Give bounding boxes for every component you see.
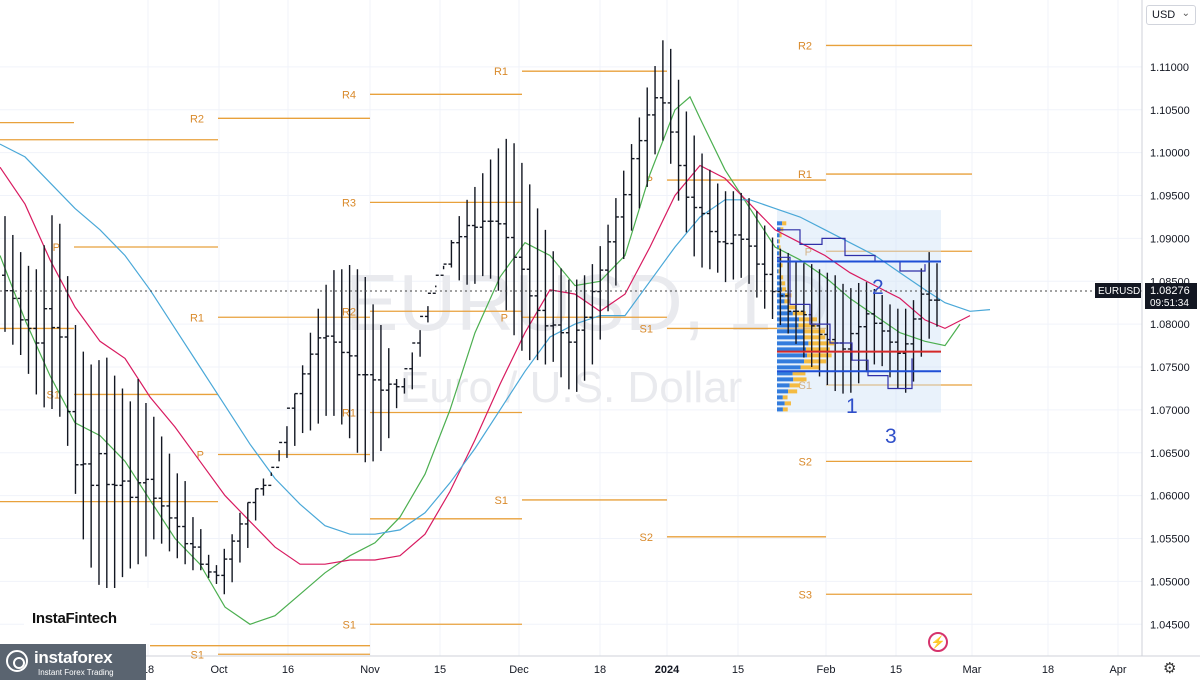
- y-tick-label: 1.10500: [1150, 105, 1190, 117]
- profile-bar: [799, 317, 817, 321]
- wave-label: 1: [846, 395, 858, 418]
- profile-bar: [790, 383, 800, 387]
- x-tick-label: 15: [434, 664, 446, 676]
- profile-bar: [777, 395, 783, 399]
- instaforex-tagline: Instant Forex Trading: [38, 668, 114, 677]
- instaforex-logo: instaforex Instant Forex Trading: [0, 644, 146, 680]
- pivot-label: R3: [342, 197, 356, 209]
- pivot-label: R2: [190, 113, 204, 125]
- instafintech-text: InstaFintech: [32, 610, 117, 627]
- x-axis-ticks: 18 Oct 16 Nov 15 Dec 18 2024 15 Feb 15 Mar 18 Apr: [142, 664, 1127, 676]
- price-tag: EURUSD 1.08276 09:51:34: [1095, 283, 1197, 309]
- profile-bar: [777, 251, 779, 255]
- pivot-label: S1: [191, 649, 204, 661]
- profile-bar: [777, 377, 793, 381]
- profile-bar: [777, 389, 788, 393]
- profile-bar: [781, 281, 785, 285]
- y-tick-label: 1.09000: [1150, 233, 1190, 245]
- x-tick-label: 18: [594, 664, 606, 676]
- profile-bar: [801, 365, 820, 369]
- gear-icon[interactable]: ⚙: [1163, 659, 1176, 677]
- profile-bar: [777, 305, 788, 309]
- profile-bar: [777, 233, 780, 237]
- profile-bar: [777, 221, 782, 225]
- profile-bar: [777, 329, 803, 333]
- y-tick-label: 1.05500: [1150, 534, 1190, 546]
- pivot-label: P: [501, 312, 508, 324]
- profile-bar: [777, 365, 801, 369]
- y-tick-label: 1.10000: [1150, 148, 1190, 160]
- profile-bar: [777, 263, 780, 267]
- profile-bar: [777, 407, 783, 411]
- pivot-label: P: [53, 242, 60, 254]
- profile-bar: [788, 389, 797, 393]
- currency-selector[interactable]: USD ⌄: [1146, 5, 1196, 25]
- instaforex-icon: [6, 650, 28, 672]
- y-tick-label: 1.05000: [1150, 576, 1190, 588]
- profile-bar: [793, 377, 806, 381]
- pivot-label: R1: [798, 169, 812, 181]
- pivot-label: S1: [640, 323, 653, 335]
- profile-bar: [785, 401, 791, 405]
- x-tick-label: Mar: [963, 664, 982, 676]
- pivot-label: S3: [799, 589, 812, 601]
- y-tick-label: 1.09500: [1150, 191, 1190, 203]
- pivot-label: R4: [342, 89, 356, 101]
- instafintech-logo: InstaFintech: [24, 588, 150, 644]
- profile-bar: [783, 407, 788, 411]
- pivot-label: S1: [495, 495, 508, 507]
- profile-bar: [804, 335, 826, 339]
- profile-bar: [777, 335, 804, 339]
- x-tick-label: Dec: [509, 664, 529, 676]
- pivot-label: R2: [798, 40, 812, 52]
- profile-bar: [777, 239, 779, 243]
- y-tick-label: 1.06000: [1150, 491, 1190, 503]
- instaforex-name: instaforex: [34, 648, 112, 668]
- profile-bar: [777, 401, 785, 405]
- profile-bar: [777, 269, 779, 273]
- x-tick-label: Nov: [360, 664, 380, 676]
- pivot-label: S2: [799, 456, 812, 468]
- pivot-label: R1: [190, 312, 204, 324]
- profile-bar: [804, 359, 826, 363]
- x-tick-label: Apr: [1109, 664, 1126, 676]
- currency-label: USD: [1152, 9, 1175, 21]
- profile-bar: [783, 395, 788, 399]
- x-tick-label: 15: [732, 664, 744, 676]
- x-tick-label: 15: [890, 664, 902, 676]
- profile-bar: [777, 359, 804, 363]
- profile-bar: [779, 239, 780, 243]
- x-tick-label: 16: [282, 664, 294, 676]
- wave-label: 3: [885, 425, 897, 448]
- pivot-label: S1: [343, 619, 356, 631]
- x-tick-label: 18: [1042, 664, 1054, 676]
- profile-bar: [803, 329, 825, 333]
- y-tick-label: 1.07500: [1150, 362, 1190, 374]
- y-tick-label: 1.04500: [1150, 619, 1190, 631]
- y-tick-label: 1.08000: [1150, 319, 1190, 331]
- x-tick-label: 2024: [655, 664, 680, 676]
- y-tick-label: 1.06500: [1150, 448, 1190, 460]
- current-price: 1.08276: [1150, 285, 1190, 297]
- pivot-label: P: [197, 449, 204, 461]
- wave-label: 2: [872, 276, 884, 299]
- chevron-down-icon: ⌄: [1182, 8, 1190, 19]
- x-tick-label: Oct: [210, 664, 227, 676]
- x-tick-label: Feb: [817, 664, 836, 676]
- profile-bar: [780, 233, 782, 237]
- y-tick-label: 1.11000: [1150, 62, 1189, 74]
- lightning-icon[interactable]: ⚡: [928, 632, 948, 652]
- pivot-label: R1: [494, 66, 508, 78]
- profile-bar: [777, 353, 807, 357]
- pivot-label: S2: [640, 532, 653, 544]
- profile-bar: [782, 221, 786, 225]
- symbol-tag: EURUSD: [1098, 286, 1140, 297]
- bar-countdown: 09:51:34: [1150, 298, 1189, 309]
- y-tick-label: 1.07000: [1150, 405, 1190, 417]
- profile-bar: [777, 383, 790, 387]
